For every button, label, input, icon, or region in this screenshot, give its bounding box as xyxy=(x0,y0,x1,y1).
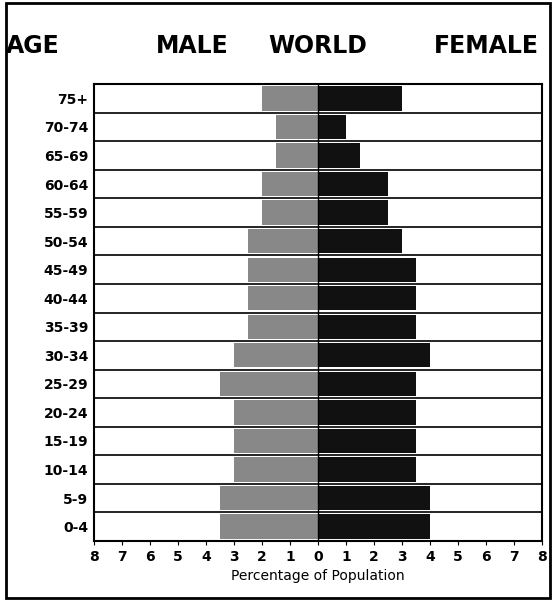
Bar xyxy=(248,258,318,282)
Bar xyxy=(318,429,416,453)
Bar xyxy=(318,457,416,481)
Bar xyxy=(248,229,318,253)
Bar xyxy=(248,286,318,310)
Bar xyxy=(262,201,318,225)
Bar xyxy=(318,229,402,253)
Text: FEMALE: FEMALE xyxy=(434,34,539,58)
Bar xyxy=(234,343,318,367)
Bar xyxy=(318,172,388,196)
Bar xyxy=(318,258,416,282)
Text: MALE: MALE xyxy=(155,34,228,58)
Bar xyxy=(318,400,416,424)
Bar xyxy=(262,87,318,111)
Bar xyxy=(318,87,402,111)
Bar xyxy=(318,372,416,396)
Bar xyxy=(318,315,416,339)
Bar xyxy=(220,486,318,510)
Bar xyxy=(318,514,430,538)
X-axis label: Percentage of Population: Percentage of Population xyxy=(231,570,405,584)
Bar xyxy=(318,486,430,510)
Text: AGE: AGE xyxy=(6,34,60,58)
Bar xyxy=(248,315,318,339)
Bar xyxy=(318,343,430,367)
Bar xyxy=(220,514,318,538)
Bar xyxy=(276,115,318,139)
Bar xyxy=(220,372,318,396)
Bar xyxy=(262,172,318,196)
Text: WORLD: WORLD xyxy=(269,34,367,58)
Bar xyxy=(318,286,416,310)
Bar xyxy=(318,115,346,139)
Bar xyxy=(318,201,388,225)
Bar xyxy=(234,400,318,424)
Bar xyxy=(276,144,318,168)
Bar xyxy=(234,429,318,453)
Bar xyxy=(318,144,360,168)
Bar xyxy=(234,457,318,481)
